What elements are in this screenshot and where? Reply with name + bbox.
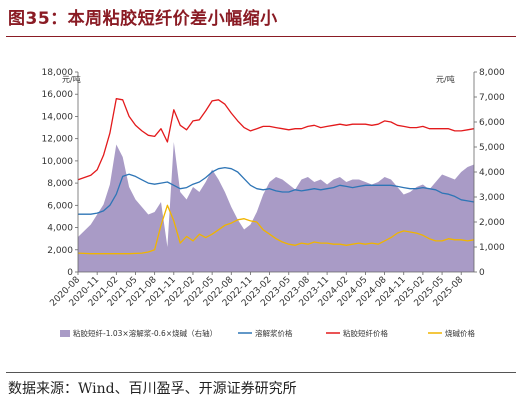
left-tick-label: 16,000 [42,90,74,100]
left-tick-label: 18,000 [42,68,74,78]
left-tick-label: 0 [67,268,73,278]
left-tick-label: 4,000 [47,224,73,234]
legend-item-spread: 粘胶短纤-1.03×溶解浆-0.6×烧碱（右轴） [60,328,217,338]
right-tick-label: 8,000 [479,68,505,78]
right-tick-label: 6,000 [479,118,505,128]
legend-label: 粘胶短纤价格 [343,328,388,338]
axes-layer: 0 2,000 4,000 6,000 8,000 10,000 12,000 14,000 1… [42,68,506,309]
right-tick-label: 3,000 [479,193,505,203]
spread-area-layer [78,142,474,272]
left-tick-label: 2,000 [47,246,73,256]
right-tick-label: 5,000 [479,143,505,153]
series-pulp-line [78,166,475,215]
left-tick-label: 6,000 [47,201,73,211]
series-spread-area [78,142,474,272]
figure-title: 图35：本周粘胶短纤价差小幅缩小 [8,9,278,29]
right-tick-label: 7,000 [479,93,505,103]
left-tick-label: 8,000 [47,179,73,189]
price-spread-chart: 0 2,000 4,000 6,000 8,000 10,000 12,000 14,000 1… [42,68,506,338]
right-tick-label: 2,000 [479,218,505,228]
legend-label: 粘胶短纤-1.03×溶解浆-0.6×烧碱（右轴） [73,328,217,338]
right-tick-label: 1,000 [479,243,505,253]
left-tick-label: 14,000 [42,112,74,122]
source-note: 数据来源：Wind、百川盈孚、开源证券研究所 [8,381,297,397]
legend: 粘胶短纤-1.03×溶解浆-0.6×烧碱（右轴） 溶解浆价格 粘胶短纤价格 烧碱价格 [60,328,475,338]
title-rule [6,36,516,37]
legend-swatch [60,330,70,337]
series-viscose-line [77,98,475,181]
series-caustic-line [77,204,475,255]
left-axis-unit: 元/吨 [62,74,81,84]
legend-label: 溶解浆价格 [255,328,293,338]
price-lines-layer [77,98,475,255]
right-axis-unit: 元/吨 [436,74,455,84]
legend-label: 烧碱价格 [445,328,475,338]
left-tick-label: 10,000 [42,157,74,167]
legend-item-caustic: 烧碱价格 [428,328,475,338]
legend-item-viscose: 粘胶短纤价格 [326,328,388,338]
legend-item-pulp: 溶解浆价格 [238,328,293,338]
source-rule [6,372,516,373]
right-tick-label: 0 [479,268,485,278]
right-tick-label: 4,000 [479,168,505,178]
left-tick-label: 12,000 [42,135,74,145]
